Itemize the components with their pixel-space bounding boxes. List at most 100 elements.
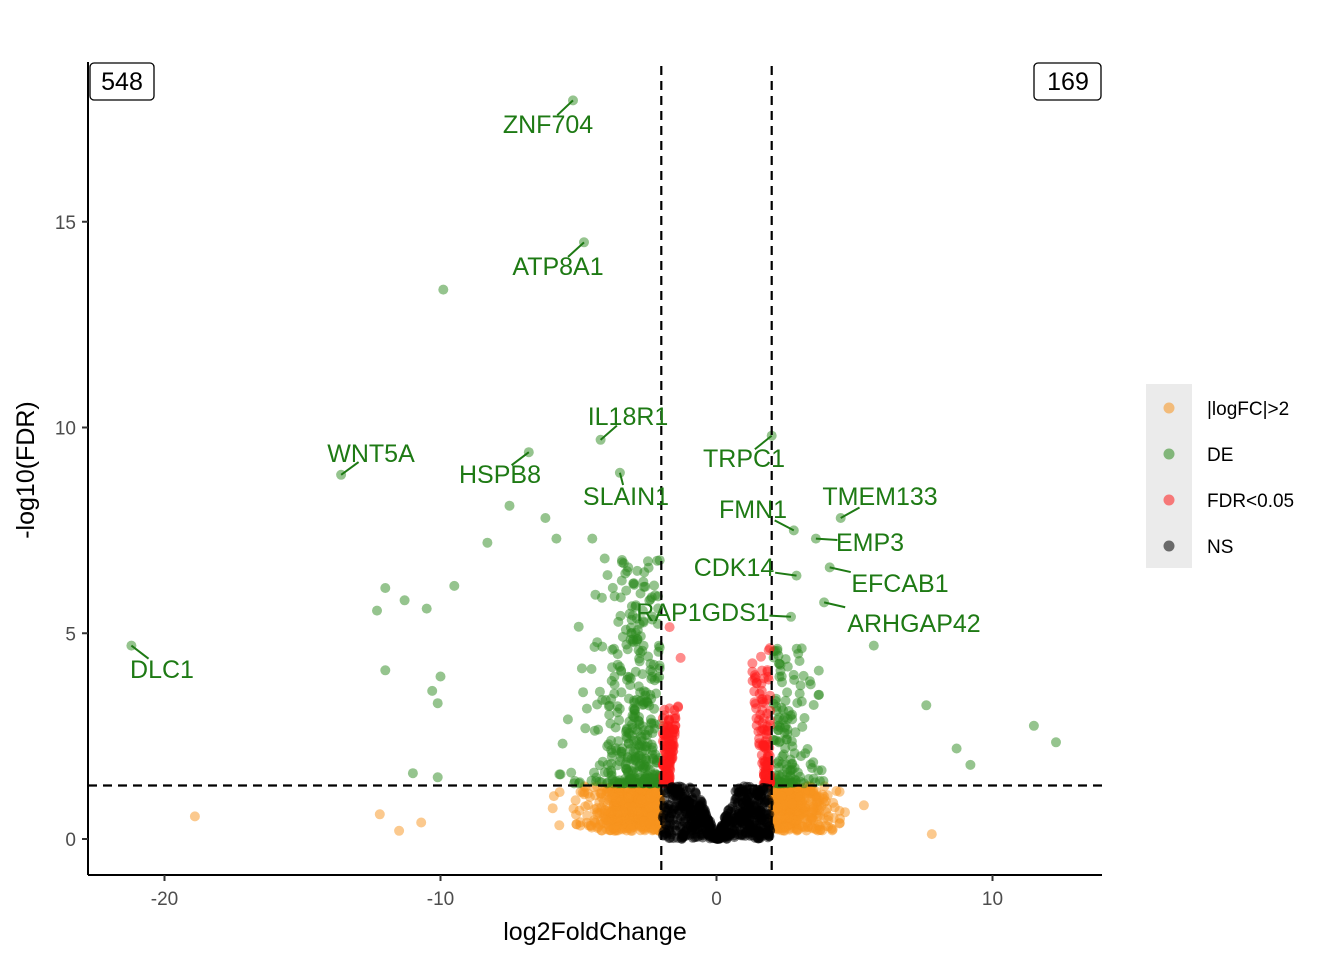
data-point	[794, 656, 805, 666]
data-point	[733, 812, 744, 822]
data-point	[438, 284, 449, 295]
data-point	[725, 830, 735, 841]
gene-label: ZNF704	[503, 111, 593, 139]
data-point	[805, 815, 816, 826]
data-point	[819, 597, 830, 608]
data-point	[757, 718, 768, 729]
data-point	[773, 725, 784, 735]
y-tick-label: 10	[55, 419, 76, 440]
data-point	[587, 533, 598, 544]
legend-label: DE	[1207, 445, 1233, 466]
data-point	[574, 805, 585, 816]
data-point	[571, 819, 582, 830]
data-point	[576, 663, 587, 674]
data-point	[731, 793, 742, 804]
data-point	[757, 696, 768, 707]
data-point	[589, 767, 599, 778]
data-point	[754, 785, 765, 795]
data-point	[645, 764, 655, 775]
data-point	[421, 603, 432, 614]
data-point	[554, 820, 565, 831]
data-point	[601, 815, 612, 825]
data-point	[921, 700, 932, 711]
data-point	[189, 811, 200, 822]
data-point	[756, 685, 767, 696]
data-point	[621, 763, 632, 774]
legend-key	[1163, 494, 1175, 506]
data-point	[554, 769, 565, 780]
data-point	[710, 833, 721, 844]
gene-label: SLAIN1	[583, 483, 669, 511]
data-point	[380, 665, 391, 676]
data-point	[782, 687, 793, 698]
data-point	[790, 727, 801, 738]
data-point	[586, 820, 597, 831]
data-point	[759, 673, 769, 684]
data-point	[618, 806, 629, 817]
data-point	[747, 675, 758, 686]
data-point	[607, 582, 618, 593]
data-point	[802, 744, 813, 754]
data-point	[635, 696, 645, 707]
data-point	[635, 687, 646, 698]
data-point	[750, 832, 761, 843]
data-point	[652, 673, 663, 684]
data-point	[573, 621, 584, 632]
data-point	[615, 592, 626, 603]
data-point	[799, 787, 810, 798]
data-point	[721, 817, 732, 828]
y-tick-label: 0	[65, 830, 76, 851]
data-point	[834, 805, 845, 816]
data-point	[625, 823, 636, 834]
data-point	[617, 631, 628, 642]
data-point	[629, 704, 640, 715]
data-point	[630, 627, 641, 638]
data-point	[606, 807, 616, 818]
data-point	[760, 760, 771, 771]
data-point	[762, 827, 773, 838]
gene-label: RAP1GDS1	[636, 599, 769, 627]
data-point	[687, 808, 698, 819]
data-point	[613, 736, 624, 747]
label-leader-line	[510, 451, 530, 467]
data-point	[432, 772, 443, 783]
data-point	[599, 553, 610, 564]
data-point	[868, 640, 879, 651]
data-point	[675, 652, 686, 663]
legend: |logFC|>2 DE FDR<0.05 NS	[1146, 384, 1294, 568]
data-point	[615, 610, 626, 621]
data-point	[762, 733, 773, 744]
data-point	[407, 768, 418, 779]
data-point	[787, 709, 798, 720]
data-point	[926, 829, 937, 840]
data-point	[805, 679, 816, 690]
data-point	[394, 825, 405, 836]
data-point	[416, 817, 427, 828]
data-point	[582, 810, 593, 821]
data-point	[787, 798, 797, 809]
x-tick-label: 0	[711, 889, 722, 910]
data-point	[665, 755, 676, 766]
data-point	[652, 555, 663, 566]
data-point	[761, 808, 772, 819]
data-point	[595, 788, 606, 799]
data-point	[634, 761, 645, 772]
data-point	[624, 672, 635, 683]
data-point	[687, 832, 698, 843]
gene-labels: ZNF704 ATP8A1 IL18R1 WNT5A HSPB8 SLAIN1 TRPC1 F…	[130, 99, 981, 684]
data-point	[432, 698, 443, 709]
data-point	[796, 696, 807, 707]
data-point	[788, 669, 799, 680]
data-point	[605, 825, 616, 835]
data-point	[785, 771, 796, 782]
data-point	[610, 793, 621, 804]
x-tick-label: 10	[982, 889, 1003, 910]
data-point	[570, 795, 581, 806]
data-point	[816, 801, 827, 812]
data-point	[644, 801, 655, 812]
data-point	[623, 562, 634, 573]
data-point	[482, 537, 493, 548]
data-point	[399, 595, 410, 606]
data-point	[627, 636, 638, 647]
data-point	[780, 695, 791, 706]
